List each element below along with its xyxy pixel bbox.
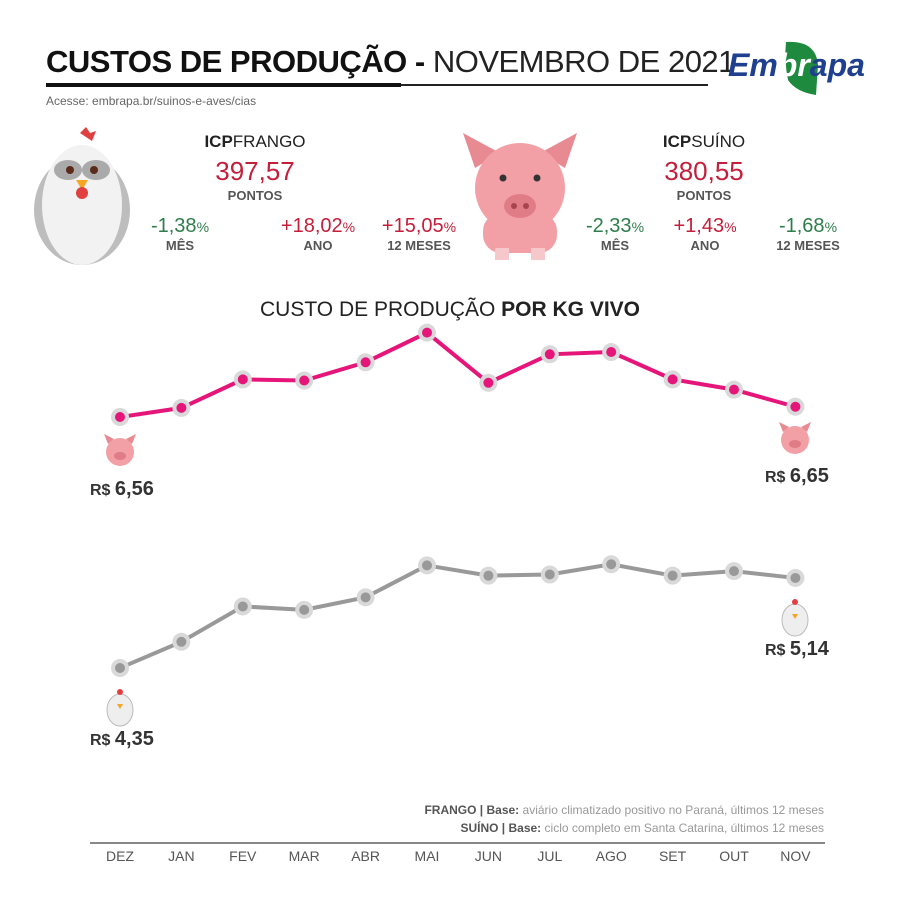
suino-point-core (299, 375, 310, 386)
frango-point-core (360, 592, 371, 603)
suino-point-core (667, 374, 678, 385)
frango-point-core (790, 572, 801, 583)
suino-point-core (422, 327, 432, 338)
frango-point-core (544, 569, 555, 580)
frango-stat-1: +18,02% ANO (280, 215, 356, 253)
frango-point-core (729, 566, 739, 577)
suino-base-note: SUÍNO | Base: ciclo completo em Santa Ca… (460, 821, 824, 835)
frango-base-note: FRANGO | Base: aviário climatizado posit… (424, 803, 824, 817)
x-tick-label: OUT (719, 848, 749, 864)
chicken-illustration (34, 127, 130, 265)
icp-frango-points: 397,57 (215, 156, 295, 186)
svg-text:Embrapa: Embrapa (728, 47, 865, 83)
icp-suino-points: 380,55 (664, 156, 744, 186)
frango-point-core (299, 604, 310, 615)
icp-frango-label: ICPFRANGO (204, 132, 306, 151)
suino-point-core (790, 401, 801, 412)
chicken-mini-icon (781, 599, 809, 637)
chart-title: CUSTO DE PRODUÇÃO POR KG VIVO (259, 298, 640, 321)
x-tick-label: JUL (537, 848, 563, 864)
icp-suino-points-label: PONTOS (676, 188, 732, 203)
page-title: CUSTOS DE PRODUÇÃO - NOVEMBRO DE 2021 (46, 44, 735, 79)
frango-start-price: R$ 4,35 (90, 728, 154, 750)
chicken-mini-icon (106, 689, 134, 727)
x-tick-label: NOV (780, 848, 811, 864)
x-tick-label: ABR (351, 848, 380, 864)
x-tick-label: SET (658, 848, 687, 864)
frango-point-core (422, 560, 432, 571)
suino-point-core (115, 412, 125, 422)
pig-mini-icon (104, 434, 136, 466)
frango-point-core (667, 570, 678, 581)
x-axis-line (90, 842, 825, 844)
frango-point-core (176, 636, 187, 647)
pig-illustration (463, 133, 577, 260)
x-tick-label: JUN (474, 848, 502, 864)
pig-mini-icon (779, 422, 811, 454)
source-link[interactable]: Acesse: embrapa.br/suinos-e-aves/cias (46, 94, 257, 108)
suino-point-core (483, 377, 494, 388)
suino-point-core (606, 347, 617, 358)
suino-stat-0: -2,33% MÊS (585, 215, 645, 253)
embrapa-logo: Embrapa (728, 41, 865, 95)
icp-frango-points-label: PONTOS (227, 188, 283, 203)
x-tick-label: FEV (229, 848, 257, 864)
suino-stat-1: +1,43% ANO (673, 215, 737, 253)
frango-point-core (115, 663, 125, 673)
suino-point-core (176, 402, 187, 413)
suino-point-core (360, 357, 371, 368)
icp-suino-label: ICPSUÍNO (662, 132, 746, 151)
x-tick-label: MAR (288, 848, 320, 864)
x-tick-label: MAI (414, 848, 440, 864)
frango-point-core (606, 559, 617, 570)
suino-end-price: R$ 6,65 (765, 465, 829, 487)
suino-stat-2: -1,68% 12 MESES (776, 215, 840, 253)
x-tick-label: AGO (595, 848, 627, 864)
title-underline-bold (46, 83, 401, 87)
frango-stat-0: -1,38% MÊS (150, 215, 210, 253)
suino-point-core (544, 349, 555, 360)
frango-end-price: R$ 5,14 (765, 638, 829, 660)
frango-line (119, 562, 796, 670)
frango-point-core (483, 570, 494, 581)
suino-line (119, 330, 796, 419)
x-tick-label: JAN (168, 848, 195, 864)
frango-stat-2: +15,05% 12 MESES (381, 215, 457, 253)
suino-point-core (729, 384, 739, 395)
suino-start-price: R$ 6,56 (90, 478, 154, 500)
suino-point-core (237, 374, 248, 385)
frango-point-core (237, 601, 248, 612)
x-tick-label: DEZ (106, 848, 134, 864)
